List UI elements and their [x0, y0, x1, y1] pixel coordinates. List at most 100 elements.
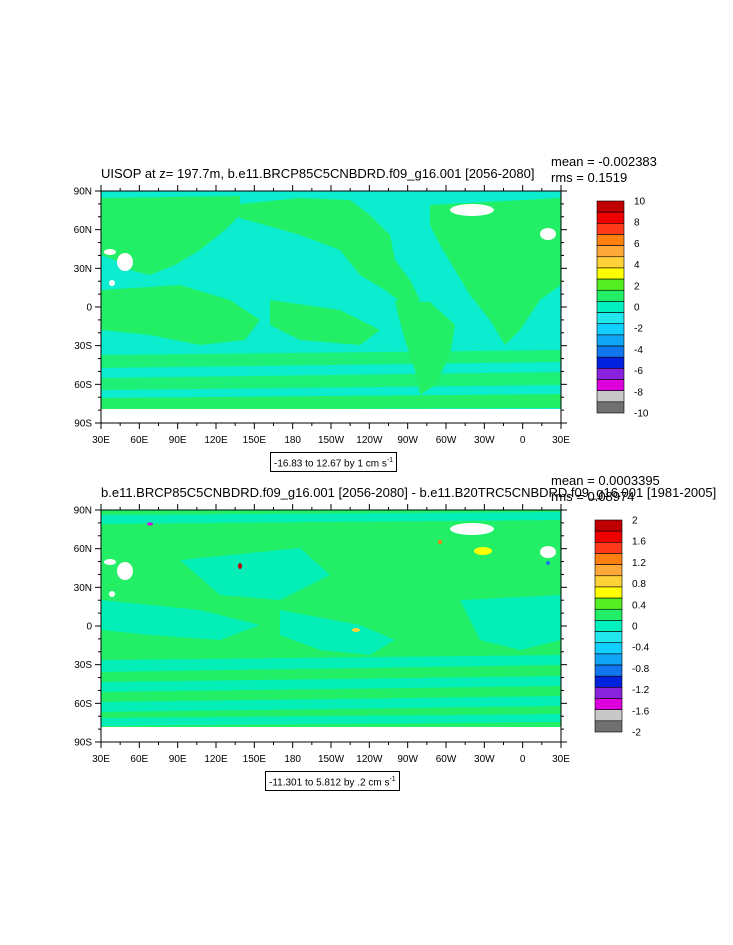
x-tick-label: 180	[284, 435, 301, 446]
colorbar-swatch	[596, 278, 625, 291]
x-tick-label: 60E	[130, 435, 148, 446]
colorbar-swatch	[594, 709, 623, 722]
colorbar-swatch	[596, 245, 625, 258]
x-tick-label: 90W	[397, 435, 418, 446]
panel-1-title: UISOP at z= 197.7m, b.e11.BRCP85C5CNBDRD…	[101, 166, 534, 181]
y-tick-label: 90S	[74, 738, 92, 749]
colorbar-swatch	[596, 211, 625, 224]
land-regions	[101, 196, 561, 410]
colorbar-swatch	[594, 698, 623, 710]
x-tick-label: 30W	[474, 754, 495, 765]
y-tick-label: 60S	[74, 699, 92, 710]
y-tick-label: 30N	[74, 583, 92, 594]
colorbar-label: -6	[634, 366, 643, 377]
y-tick-label: 60N	[74, 544, 92, 555]
colorbar-swatch	[594, 519, 623, 532]
y-tick-label: 0	[86, 622, 92, 633]
x-tick-label: 0	[520, 754, 526, 765]
x-tick-label: 30E	[92, 435, 110, 446]
colorbar-label: 1.2	[632, 558, 646, 569]
panel-1-mean: mean = -0.002383	[551, 154, 657, 169]
colorbar-swatch	[594, 664, 623, 677]
colorbar-label: -10	[634, 409, 649, 420]
panel-1-rms: rms = 0.1519	[551, 170, 627, 185]
x-tick-label: 60W	[436, 754, 457, 765]
colorbar-swatch	[594, 586, 623, 599]
colorbar-label: 4	[634, 260, 640, 271]
colorbar-swatch	[596, 234, 625, 246]
colorbar-swatch	[594, 620, 623, 632]
x-tick-label: 90E	[169, 754, 187, 765]
colorbar-label: -4	[634, 345, 643, 356]
colorbar-label: -1.6	[632, 706, 650, 717]
panel-2-axes: 30E 60E 90E 120E 150E 180 150W 120W 90W 60W 30W 0 30…	[74, 504, 570, 765]
x-tick-label: 120W	[356, 754, 383, 765]
colorbar-swatch	[594, 631, 623, 644]
colorbar-label: 0.4	[632, 600, 646, 611]
panel-2-range-label: -11.301 to 5.812 by .2 cm s-1	[265, 771, 400, 792]
colorbar-swatch	[596, 256, 625, 269]
colorbar-swatch	[596, 267, 625, 280]
y-tick-label: 30S	[74, 341, 92, 352]
colorbar-swatch	[596, 356, 625, 369]
colorbar-swatch	[596, 401, 625, 414]
x-tick-label: 150W	[318, 435, 345, 446]
colorbar-swatch	[596, 312, 625, 325]
colorbar-swatch	[596, 334, 625, 347]
y-tick-label: 90S	[74, 419, 92, 430]
x-tick-label: 120E	[204, 754, 228, 765]
colorbar-label: 10	[634, 197, 646, 208]
colorbar-label: 2	[632, 516, 638, 527]
colorbar-swatch	[594, 608, 623, 621]
colorbar-swatch	[596, 301, 625, 313]
colorbar-swatch	[596, 390, 625, 403]
y-tick-label: 30S	[74, 660, 92, 671]
panel-2-range-text: -11.301 to 5.812 by .2 cm s	[269, 777, 390, 789]
colorbar-label: 6	[634, 239, 640, 250]
colorbar-swatch	[596, 323, 625, 336]
colorbar-swatch	[594, 720, 623, 733]
panel-2-rms: rms = 0.08974	[551, 489, 634, 504]
colorbar-swatch	[594, 597, 623, 610]
missing-data	[101, 204, 561, 423]
colorbar-swatch	[594, 642, 623, 655]
colorbar-swatch	[596, 345, 625, 358]
colorbar-swatch	[594, 530, 623, 543]
panel-2-map	[101, 510, 561, 742]
colorbar-label: -2	[632, 728, 641, 739]
colorbar-label: -1.2	[632, 685, 650, 696]
colorbar-label: 2	[634, 281, 640, 292]
colorbar-label: -2	[634, 324, 643, 335]
colorbar-label: -0.8	[632, 664, 650, 675]
panel-1-range-sup: -1	[386, 457, 394, 464]
x-tick-label: 150E	[243, 435, 267, 446]
x-tick-label: 0	[520, 435, 526, 446]
x-tick-label: 120E	[204, 435, 228, 446]
panel-1-colorbar: 10 8 6 4 2 0 -2 -4 -6 -8 -10	[596, 197, 649, 420]
colorbar-swatch	[596, 379, 625, 391]
colorbar-label: 0	[632, 622, 638, 633]
x-tick-label: 30W	[474, 435, 495, 446]
x-tick-label: 150W	[318, 754, 345, 765]
colorbar-swatch	[594, 653, 623, 666]
y-tick-label: 90N	[74, 187, 92, 198]
colorbar-swatch	[596, 200, 625, 213]
missing-data	[101, 523, 561, 742]
colorbar-swatch	[594, 564, 623, 577]
x-tick-label: 90W	[397, 754, 418, 765]
colorbar-swatch	[594, 675, 623, 688]
colorbar-label: -8	[634, 387, 643, 398]
colorbar-swatch	[596, 289, 625, 302]
anomaly-spots	[147, 522, 550, 632]
colorbar-label: 0.8	[632, 579, 646, 590]
panel-2: b.e11.BRCP85C5CNBDRD.f09_g16.001 [2056-2…	[74, 473, 717, 765]
y-tick-label: 60N	[74, 225, 92, 236]
panel-2-colorbar: 2 1.6 1.2 0.8 0.4 0 -0.4 -0.8 -1.2 -1.6 -2	[594, 516, 650, 739]
colorbar-label: 8	[634, 218, 640, 229]
colorbar-swatch	[594, 553, 623, 565]
x-tick-label: 30E	[552, 754, 570, 765]
y-tick-label: 90N	[74, 506, 92, 517]
colorbar-label: 1.6	[632, 537, 646, 548]
y-tick-label: 60S	[74, 380, 92, 391]
x-tick-label: 60E	[130, 754, 148, 765]
